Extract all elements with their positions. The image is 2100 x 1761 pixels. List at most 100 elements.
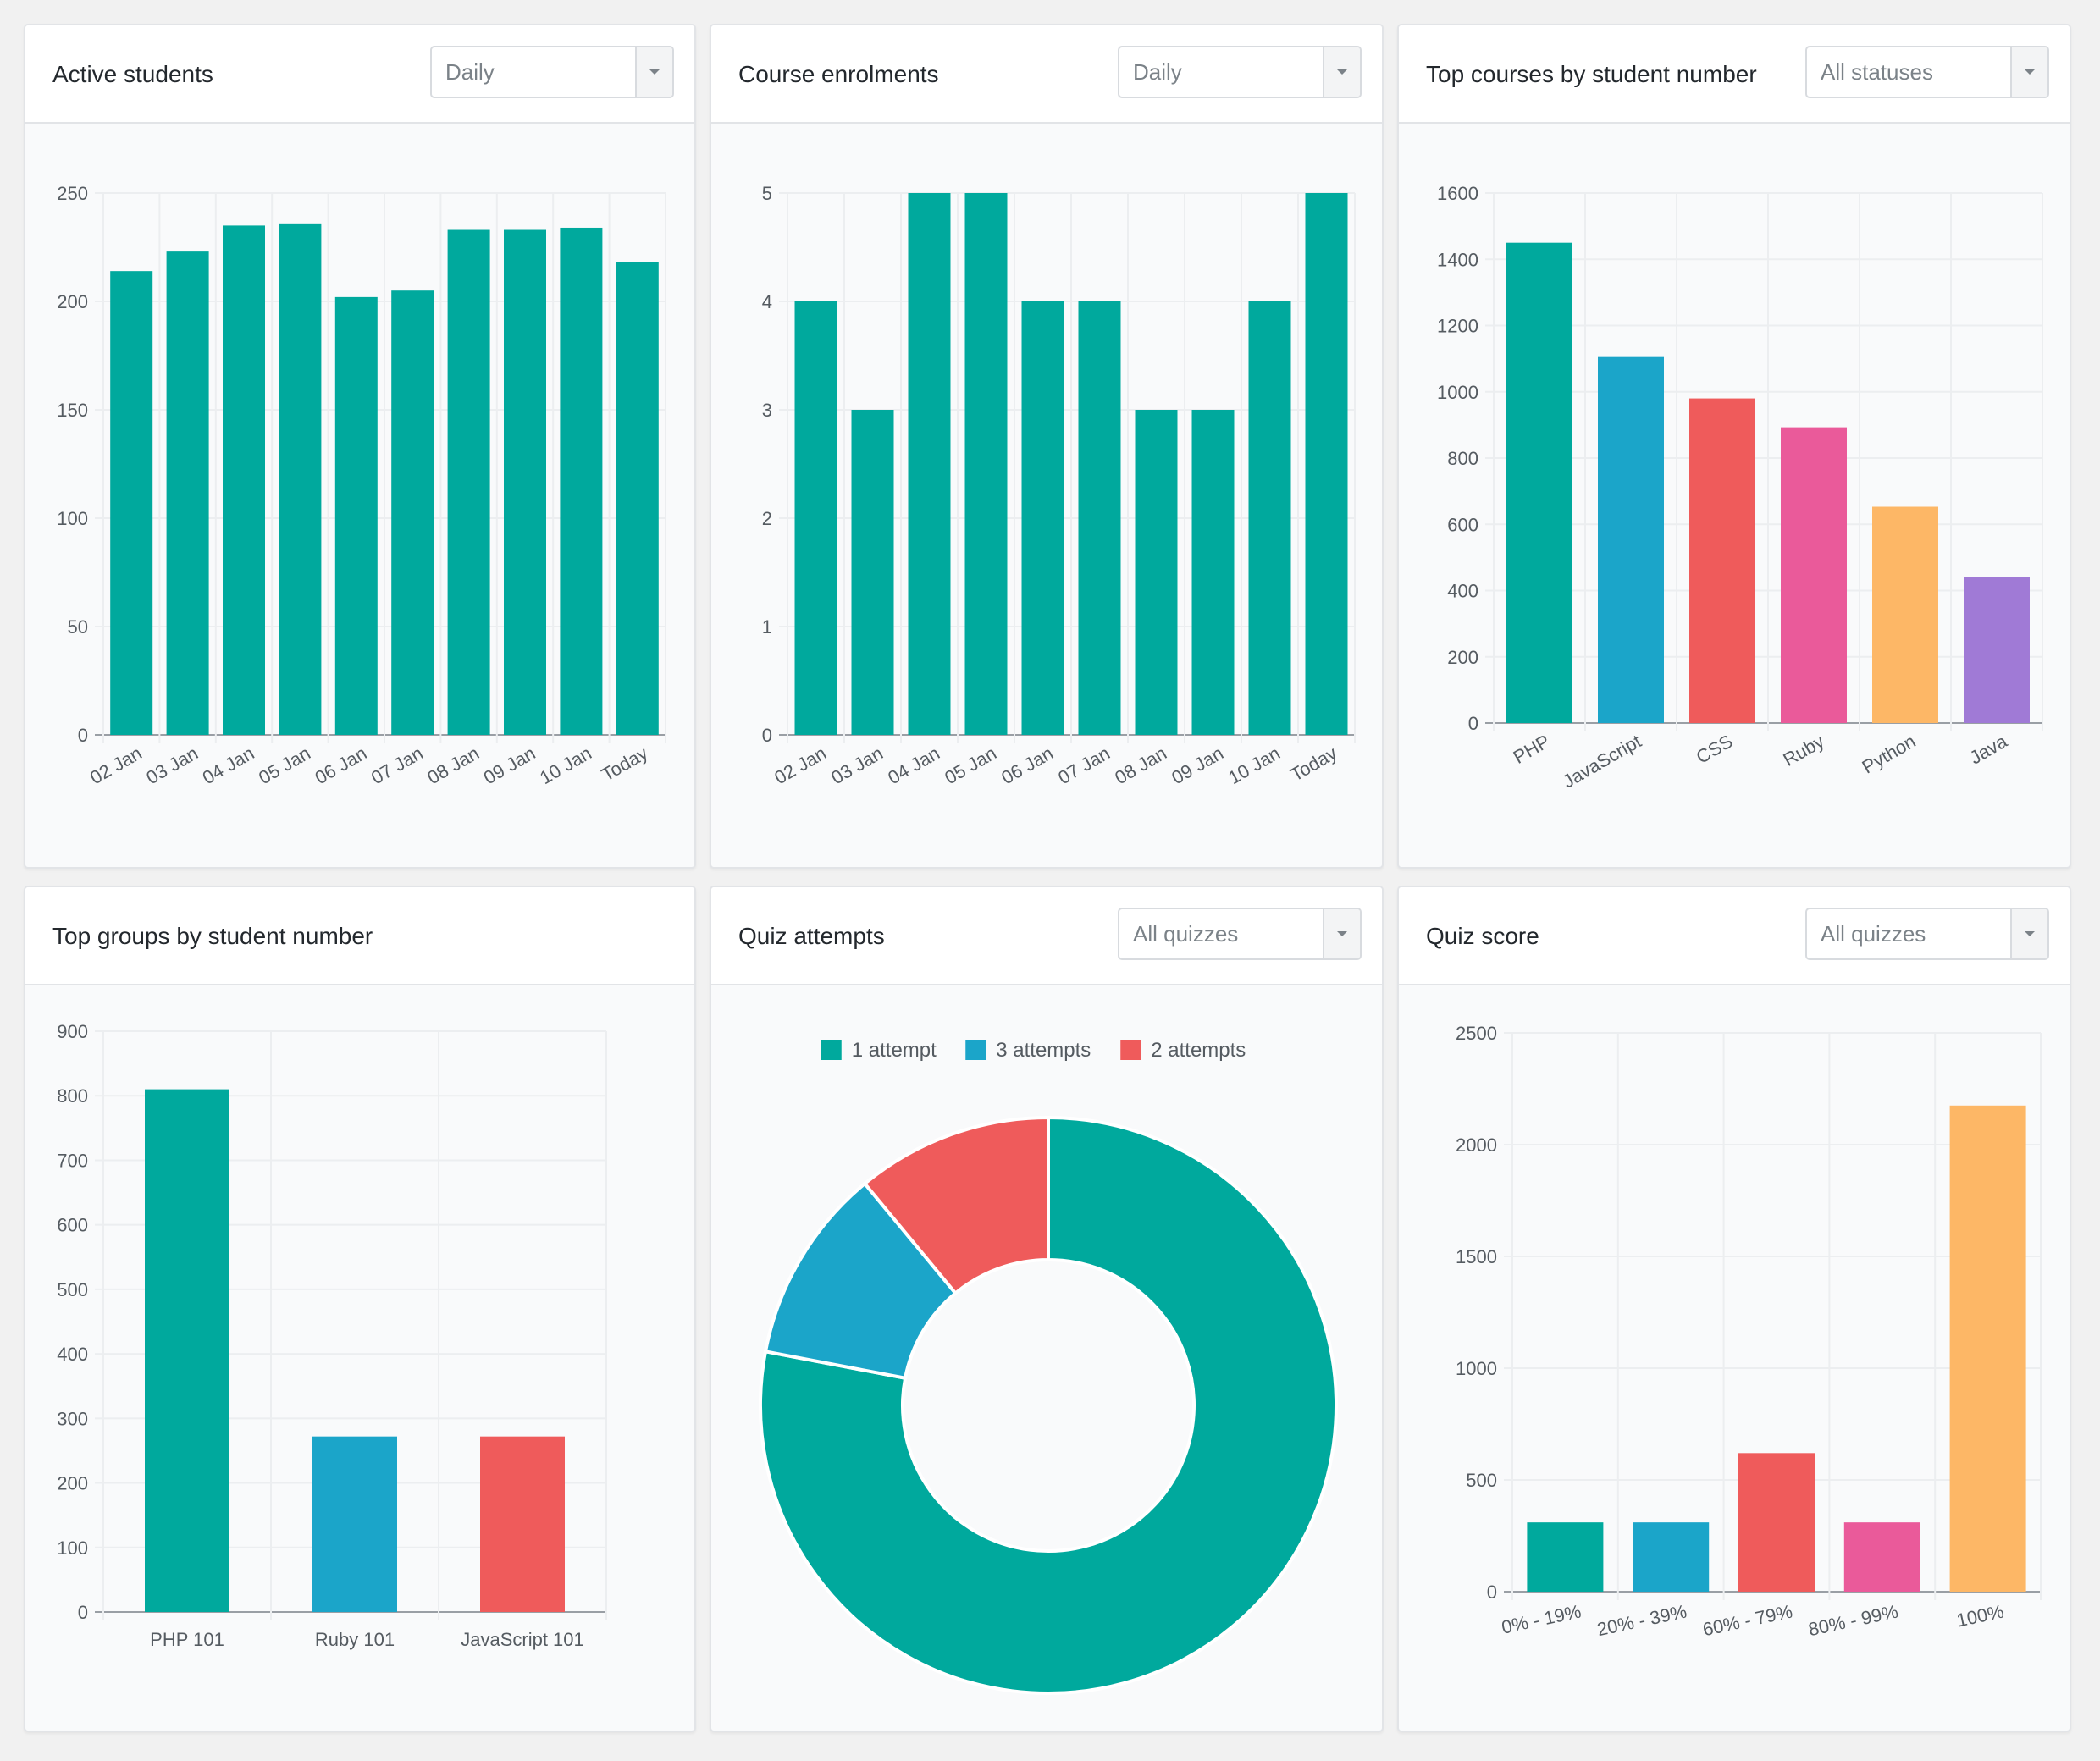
y-tick-label: 100: [57, 1537, 88, 1559]
bar: [334, 296, 378, 735]
bar: [391, 290, 434, 735]
y-tick-label: 200: [57, 1473, 88, 1494]
bar: [1527, 1522, 1604, 1592]
card-title: Quiz attempts: [738, 923, 885, 949]
x-tick-label: 04 Jan: [884, 742, 943, 789]
select-value: All quizzes: [1821, 921, 1926, 947]
y-tick-label: 200: [57, 291, 88, 312]
bar: [1506, 242, 1572, 723]
y-tick-label: 400: [57, 1344, 88, 1365]
bar: [1738, 1453, 1815, 1592]
y-tick-label: 800: [57, 1085, 88, 1107]
bar: [1633, 1522, 1710, 1592]
bar: [1949, 1105, 2026, 1592]
y-tick-label: 0: [1487, 1582, 1497, 1603]
y-tick-label: 600: [57, 1215, 88, 1236]
chevron-down-icon: [1337, 69, 1347, 75]
select-toggle[interactable]: [635, 47, 672, 97]
x-tick-label: 03 Jan: [827, 742, 887, 789]
y-tick-label: 4: [762, 291, 772, 312]
y-tick-label: 250: [57, 183, 88, 204]
legend-label: 3 attempts: [996, 1039, 1091, 1062]
x-tick-label: 09 Jan: [480, 742, 539, 789]
bar: [794, 301, 837, 735]
bar: [480, 1436, 565, 1612]
top-courses-chart: 0 200 400 600 800 1000 1200 1400 1600 PHP JavaScri…: [1437, 183, 2043, 792]
x-tick-label: Ruby: [1780, 731, 1828, 770]
bar: [1305, 193, 1348, 735]
y-tick-label: 50: [68, 616, 88, 638]
bar: [1248, 301, 1291, 735]
y-tick-label: 1600: [1437, 183, 1478, 204]
x-tick-label: JavaScript 101: [461, 1629, 584, 1650]
y-tick-label: 400: [1447, 581, 1478, 602]
y-tick-label: 200: [1447, 647, 1478, 668]
doughnut-slice: [759, 1115, 1338, 1695]
y-tick-label: 700: [57, 1150, 88, 1171]
x-tick-label: 02 Jan: [86, 742, 146, 789]
bar: [560, 227, 603, 736]
period-select[interactable]: Daily: [430, 46, 674, 98]
x-tick-label: PHP: [1510, 731, 1554, 768]
quiz-score-card: Quiz score All quizzes 0 500 1000 1500 2000 2…: [1397, 886, 2071, 1732]
x-tick-label: 10 Jan: [1224, 742, 1284, 789]
y-tick-label: 0: [78, 1602, 88, 1623]
card-title: Quiz score: [1426, 923, 1539, 949]
x-tick-label: 07 Jan: [1054, 742, 1114, 789]
select-value: All statuses: [1821, 59, 1933, 85]
bar: [616, 262, 659, 735]
bar: [1872, 506, 1938, 723]
bar: [964, 193, 1008, 735]
course-enrolments-card: Course enrolments Daily 0 1 2 3 4 5 02 Jan 03 J…: [710, 24, 1384, 869]
legend-swatch: [965, 1040, 986, 1060]
quiz-select[interactable]: All quizzes: [1805, 908, 2049, 960]
active-students-card: Active students Daily 0 50 100 150 200 250 02 …: [24, 24, 696, 869]
select-toggle[interactable]: [1323, 909, 1360, 958]
x-tick-label: Today: [598, 742, 651, 786]
x-tick-label: 05 Jan: [255, 742, 314, 789]
quiz-select[interactable]: All quizzes: [1118, 908, 1362, 960]
y-tick-label: 300: [57, 1408, 88, 1429]
y-tick-label: 0: [1468, 713, 1478, 734]
bar: [1689, 398, 1755, 723]
chevron-down-icon: [649, 69, 660, 75]
legend-label: 1 attempt: [852, 1039, 937, 1062]
card-title: Course enrolments: [738, 61, 939, 87]
y-tick-label: 1500: [1456, 1246, 1497, 1267]
x-tick-label: 04 Jan: [199, 742, 258, 789]
legend-swatch: [821, 1040, 842, 1060]
bar: [312, 1436, 397, 1612]
card-header: Quiz attempts All quizzes: [711, 887, 1382, 985]
bar: [110, 271, 153, 735]
select-toggle[interactable]: [1323, 47, 1360, 97]
bar: [1598, 356, 1664, 723]
bar: [1191, 410, 1235, 735]
x-tick-label: JavaScript: [1559, 731, 1644, 792]
status-select[interactable]: All statuses: [1805, 46, 2049, 98]
top-groups-chart: 0 100 200 300 400 500 600 700 800 900 PHP 101 Ruby …: [57, 1021, 607, 1650]
select-toggle[interactable]: [2010, 47, 2048, 97]
bar: [1964, 577, 2030, 723]
chevron-down-icon: [2025, 69, 2035, 75]
card-header: Top courses by student number All status…: [1399, 25, 2070, 124]
bar: [1021, 301, 1064, 735]
x-tick-label: 08 Jan: [1111, 742, 1170, 789]
y-tick-label: 600: [1447, 514, 1478, 535]
doughnut-slice: [862, 1115, 1050, 1296]
y-tick-label: 150: [57, 400, 88, 421]
x-tick-label: 20% - 39%: [1595, 1600, 1688, 1640]
card-header: Quiz score All quizzes: [1399, 887, 2070, 985]
bar: [223, 225, 265, 735]
period-select[interactable]: Daily: [1118, 46, 1362, 98]
chevron-down-icon: [1337, 931, 1347, 936]
quiz-attempts-card: Quiz attempts All quizzes 1 attempt 3 att…: [710, 886, 1384, 1732]
x-tick-label: Java: [1966, 730, 2011, 768]
x-tick-label: 02 Jan: [771, 742, 830, 789]
y-tick-label: 1000: [1456, 1358, 1497, 1379]
select-toggle[interactable]: [2010, 909, 2048, 958]
bar: [1843, 1522, 1920, 1592]
chevron-down-icon: [2025, 931, 2035, 936]
x-tick-label: 80% - 99%: [1806, 1600, 1899, 1640]
